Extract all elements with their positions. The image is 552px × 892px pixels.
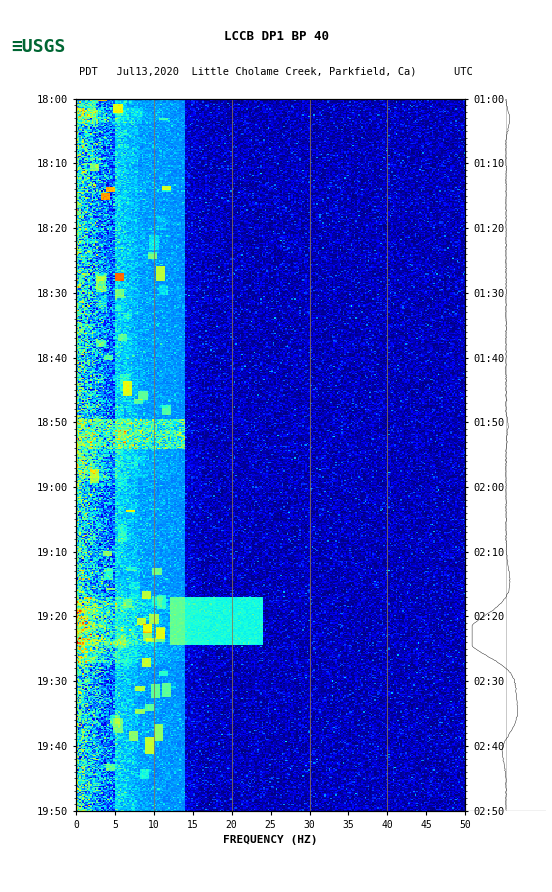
- Text: ≡USGS: ≡USGS: [11, 37, 65, 55]
- X-axis label: FREQUENCY (HZ): FREQUENCY (HZ): [224, 835, 318, 846]
- Text: LCCB DP1 BP 40: LCCB DP1 BP 40: [224, 30, 328, 44]
- Text: PDT   Jul13,2020  Little Cholame Creek, Parkfield, Ca)      UTC: PDT Jul13,2020 Little Cholame Creek, Par…: [79, 66, 473, 77]
